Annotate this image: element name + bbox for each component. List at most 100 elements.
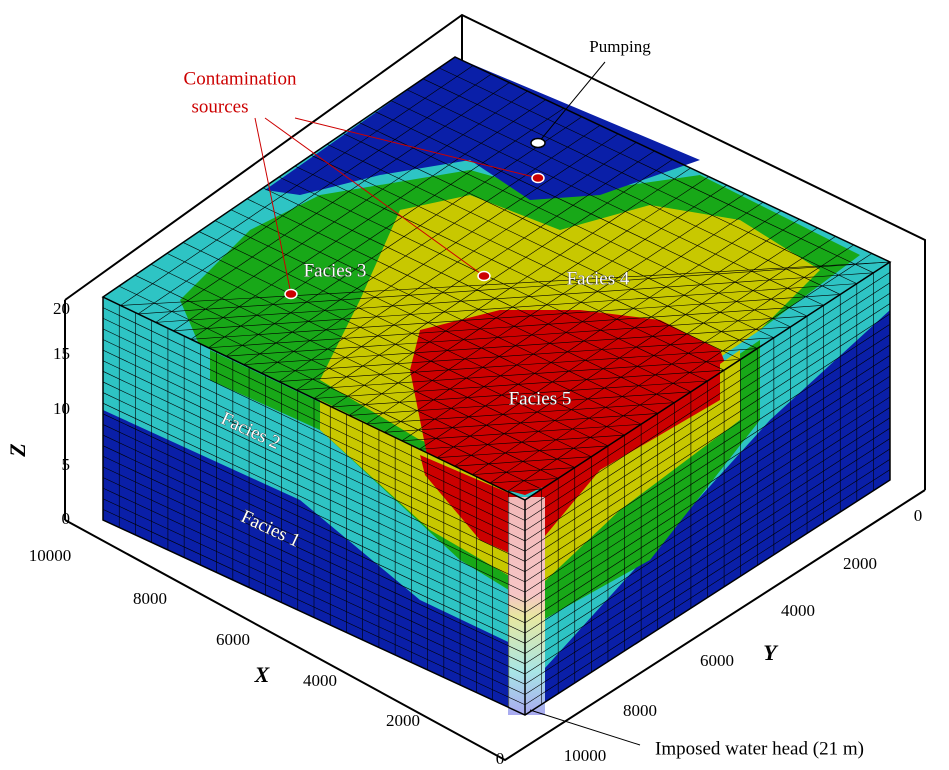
mesh-line [524,313,891,552]
mesh-line [524,438,891,675]
mesh-line [524,427,891,665]
mesh-line [313,369,725,399]
y-tick-label: 8000 [623,701,657,720]
mesh-line [120,261,891,306]
mesh-line [155,82,510,323]
mesh-line [524,375,891,613]
mesh-line [349,176,709,416]
x-tick-label: 2000 [386,711,420,730]
y-tick-label: 2000 [843,554,877,573]
mesh-line [102,328,526,531]
mesh-line [243,326,791,365]
source-point [477,270,491,282]
mesh-line [102,445,526,644]
mesh-line [102,413,526,613]
z-tick-label: 15 [53,344,70,363]
mesh-line [524,417,891,654]
mesh-line [190,294,841,340]
mesh-line [524,334,891,572]
facies-label: Facies 3 [304,260,367,281]
mesh-line [524,282,891,521]
pumping-well [530,137,546,149]
mesh-line [208,108,564,348]
leader-line [537,61,606,144]
mesh-line [419,434,625,450]
mesh-line [102,371,526,572]
mesh-line [524,458,891,695]
mesh-line [278,142,637,382]
mesh-lines [102,65,891,708]
mesh-line [278,348,758,382]
leaders [254,61,641,746]
mesh-line [261,133,619,374]
mesh-line [155,272,874,323]
z-tick-label: 20 [53,299,70,318]
mesh-line [102,339,526,542]
boundary-label: Imposed water head (21 m) [655,738,864,759]
mesh-line [331,380,708,408]
z-tick-label: 5 [62,455,71,474]
mesh-line [331,167,691,408]
mesh-line [173,283,857,332]
leader-line [264,117,485,277]
mesh-line [349,391,691,416]
mesh-line [102,477,526,675]
contamination-label: Contamination [184,68,297,89]
x-tick-label: 10000 [29,546,72,565]
mesh-line [313,159,673,399]
mesh-line [102,498,526,695]
x-tick-label: 6000 [216,630,250,649]
mesh-line [401,201,764,442]
mesh-line [524,324,891,562]
mesh-line [524,303,891,542]
mesh-line [454,456,592,467]
mesh-line [384,193,746,433]
mesh-line [524,396,891,634]
mesh-line [524,355,891,593]
leader-line [294,117,539,179]
z-axis-label: Z [5,443,30,457]
z-tick-label: 10 [53,399,70,418]
mesh-line [472,467,575,475]
x-axis-label: X [254,662,271,687]
mesh-line [524,386,891,624]
y-tick-label: 0 [914,506,923,525]
y-tick-label: 10000 [564,746,607,765]
mesh-line [489,478,559,484]
mesh-line [436,219,800,458]
x-tick-label: 0 [496,749,505,768]
x-tick-label: 8000 [133,589,167,608]
y-axis-label: Y [763,640,779,665]
y-tick-label: 4000 [781,601,815,620]
mesh-line [524,292,891,531]
mesh-block [103,57,890,715]
facies-label: Facies 5 [509,388,572,409]
mesh-line [524,272,891,511]
mesh-line [524,448,891,685]
mesh-line [366,184,728,425]
mesh-line [384,413,658,433]
mesh-line [524,344,891,583]
source-point [284,288,298,300]
mesh-line [419,210,782,450]
mesh-line [102,360,526,562]
mesh-line [296,359,741,391]
mesh-line [102,402,526,603]
leader-line [254,117,292,295]
x-tick-label: 4000 [303,671,337,690]
mesh-line [102,307,526,511]
mesh-line [138,261,891,315]
mesh-line [401,423,642,442]
mesh-line [296,150,655,391]
mesh-line [190,99,546,340]
mesh-line [208,304,824,349]
mesh-line [102,392,526,593]
mesh-line [243,125,601,365]
mesh-line [173,90,528,332]
mesh-line [102,487,526,685]
y-tick-label: 6000 [700,651,734,670]
contamination-label: sources [192,96,249,117]
facies-label: Facies 4 [567,268,630,289]
mesh-line [524,407,891,644]
